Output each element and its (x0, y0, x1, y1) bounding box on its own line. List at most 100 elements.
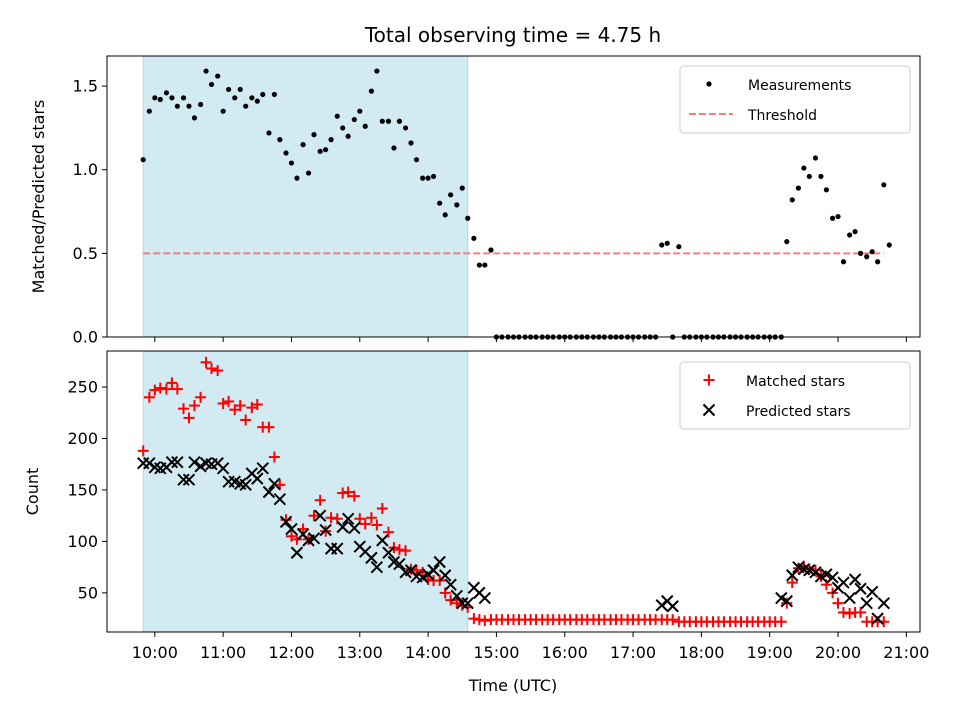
predicted-star-point-b (182, 473, 196, 486)
predicted-star-point (865, 585, 879, 599)
measurement-point (801, 165, 807, 171)
matched-star-point (468, 613, 480, 625)
legend-measurements-label: Measurements (748, 78, 851, 94)
x-axis-label: Time (UTC) (468, 676, 557, 695)
predicted-star-point (348, 521, 361, 535)
measurement-point (420, 175, 426, 181)
matched-star-point (206, 362, 218, 374)
matched-star-point (844, 607, 856, 619)
top-legend-box (679, 65, 911, 134)
measurement-point (454, 202, 460, 208)
bottom-x-tick-label: 12:00 (268, 643, 314, 662)
bottom-x-ticks: 10:00 11:00 12:00 13:00 14:00 15:00 16:00 17:00… (132, 632, 929, 662)
predicted-star-point-b (444, 578, 457, 591)
legend-cross-marker-b (702, 403, 716, 417)
top-panel: 0.0 0.5 1.0 1.5 Matched/Predicted stars Mea… (29, 55, 921, 347)
bottom-x-tick-label: 17:00 (610, 643, 656, 662)
predicted-star-point (319, 523, 332, 537)
measurement-point (226, 86, 232, 93)
predicted-star-point (239, 478, 252, 492)
predicted-star-point-b (478, 591, 492, 605)
predicted-star-point-b (786, 569, 799, 582)
predicted-star-point-b (177, 473, 190, 486)
bottom-observing-window (142, 350, 469, 633)
predicted-star-point (877, 596, 890, 610)
predicted-star-point-b (336, 520, 349, 534)
measurement-point (266, 130, 272, 136)
predicted-star-point-b (188, 455, 201, 469)
predicted-star-point-b (427, 564, 440, 577)
measurement-point (146, 108, 152, 114)
matched-star-point (183, 412, 195, 424)
measurement-point (471, 235, 477, 241)
matched-star-point (268, 451, 280, 463)
top-observing-window (142, 55, 469, 338)
predicted-star-point-b (268, 477, 281, 490)
matched-star-point (410, 564, 422, 576)
predicted-star-point-b (797, 563, 811, 576)
measurement-point (806, 173, 812, 180)
measurement-point (852, 229, 858, 235)
predicted-star-point-b (279, 515, 293, 529)
measurement-point (191, 115, 198, 121)
matched-star-point (382, 526, 394, 538)
bottom-x-tick-label: 21:00 (883, 643, 929, 662)
predicted-star-point-b (319, 523, 332, 537)
measurement-point (362, 123, 368, 129)
predicted-star-point (444, 578, 457, 591)
predicted-star-point-b (865, 585, 879, 599)
predicted-star-point (370, 560, 384, 574)
matched-star-point (143, 391, 155, 403)
matched-star-point (149, 384, 161, 396)
predicted-star-point (256, 462, 269, 475)
legend-matched-marker (703, 374, 715, 386)
predicted-star-point-b (387, 555, 401, 569)
matched-star-point (137, 445, 149, 457)
predicted-star-point-b (438, 569, 452, 582)
predicted-star-point (666, 600, 679, 613)
matched-star-point (473, 614, 485, 626)
matched-star-point (342, 486, 354, 498)
matched-star-point (393, 544, 405, 556)
predicted-star-point-b (348, 521, 361, 535)
matched-star-point (234, 400, 246, 412)
measurement-point (140, 157, 146, 163)
predicted-star-point-b (382, 546, 395, 559)
measurement-point (795, 185, 801, 191)
matched-star-point (240, 414, 252, 426)
measurement-point (174, 103, 180, 109)
top-axes-frame (106, 55, 921, 338)
top-legend: Measurements Threshold (679, 65, 911, 134)
bottom-y-tick-label: 150 (67, 480, 98, 499)
bottom-x-tick-label: 11:00 (200, 643, 246, 662)
predicted-star-point (427, 564, 440, 577)
measurement-point (818, 173, 824, 180)
measurement-point (157, 96, 163, 103)
bottom-x-tick-label: 18:00 (678, 643, 724, 662)
predicted-star-point-b (803, 564, 816, 577)
measurement-point (857, 250, 864, 256)
predicted-star-point-b (171, 455, 184, 469)
bottom-x-tick-label: 14:00 (405, 643, 451, 662)
top-y-tick-label: 1.0 (73, 160, 98, 179)
predicted-star-point-b (262, 485, 276, 499)
predicted-star-point (478, 591, 492, 605)
measurement-point (283, 150, 289, 156)
predicted-star-point-b (365, 551, 378, 565)
chart-title: Total observing time = 4.75 h (364, 23, 661, 47)
measurement-point (488, 247, 494, 253)
matched-star-point (251, 399, 263, 411)
measurement-point (482, 262, 488, 268)
predicted-star-point (843, 591, 856, 605)
measurement-point (676, 244, 682, 250)
measurement-point (829, 215, 836, 221)
measurement-point (197, 101, 204, 108)
predicted-star-point-b (376, 534, 389, 547)
predicted-star-point (307, 532, 321, 545)
matched-star-point (308, 510, 320, 522)
predicted-star-point (393, 557, 406, 571)
bottom-legend-box (679, 361, 911, 430)
measurement-point (152, 95, 158, 101)
predicted-star-point-b (307, 532, 321, 545)
predicted-star-point (313, 509, 327, 522)
